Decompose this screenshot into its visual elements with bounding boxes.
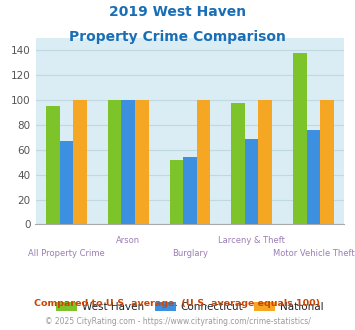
Bar — [183, 157, 197, 224]
Bar — [258, 100, 272, 224]
Legend: West Haven, Connecticut, National: West Haven, Connecticut, National — [52, 298, 328, 316]
Bar — [46, 106, 60, 224]
Bar — [135, 100, 148, 224]
Bar — [108, 100, 121, 224]
Text: Burglary: Burglary — [172, 249, 208, 258]
Text: © 2025 CityRating.com - https://www.cityrating.com/crime-statistics/: © 2025 CityRating.com - https://www.city… — [45, 317, 310, 326]
Bar — [320, 100, 334, 224]
Bar — [197, 100, 210, 224]
Bar — [231, 103, 245, 224]
Bar — [293, 53, 307, 224]
Text: Motor Vehicle Theft: Motor Vehicle Theft — [273, 249, 354, 258]
Text: Property Crime Comparison: Property Crime Comparison — [69, 30, 286, 44]
Bar — [170, 160, 183, 224]
Text: Larceny & Theft: Larceny & Theft — [218, 236, 285, 245]
Text: 2019 West Haven: 2019 West Haven — [109, 5, 246, 19]
Text: All Property Crime: All Property Crime — [28, 249, 105, 258]
Bar — [307, 130, 320, 224]
Text: Arson: Arson — [116, 236, 140, 245]
Text: Compared to U.S. average. (U.S. average equals 100): Compared to U.S. average. (U.S. average … — [34, 299, 321, 308]
Bar — [60, 141, 73, 224]
Bar — [73, 100, 87, 224]
Bar — [121, 100, 135, 224]
Bar — [245, 139, 258, 224]
